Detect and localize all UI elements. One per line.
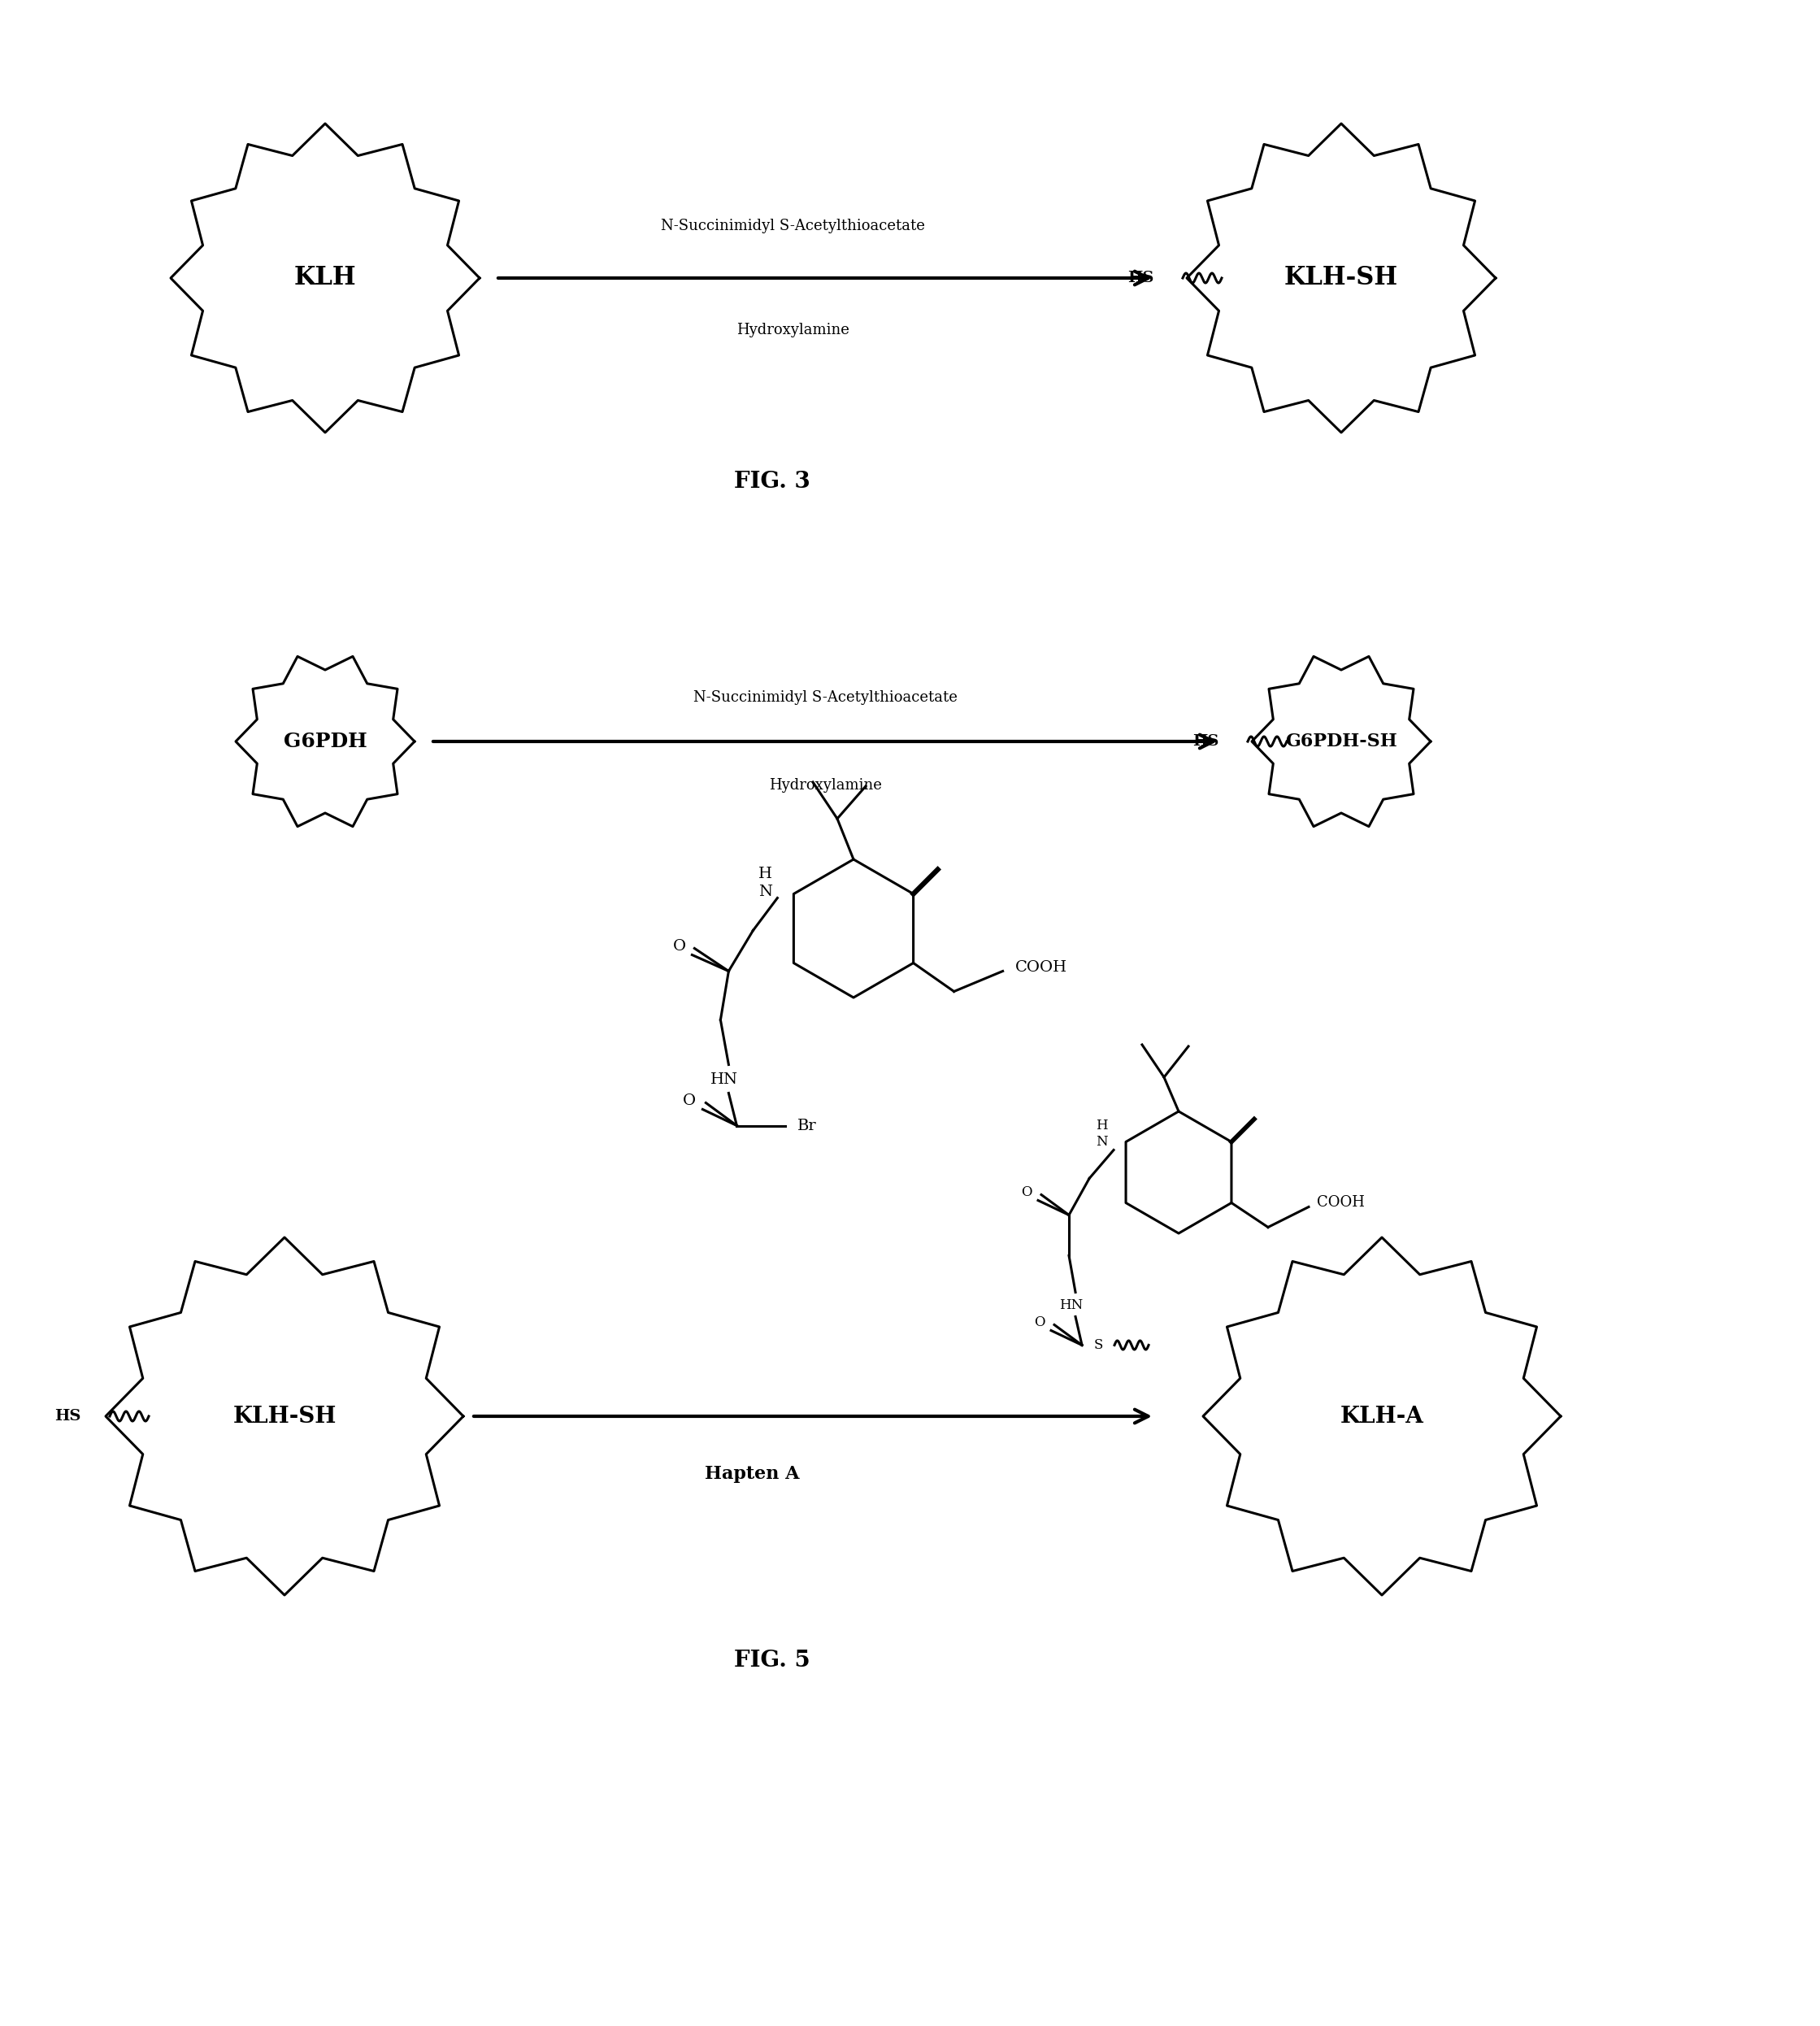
Text: N-Succinimidyl S-Acetylthioacetate: N-Succinimidyl S-Acetylthioacetate (693, 691, 957, 705)
Text: HS: HS (55, 1408, 82, 1424)
Text: KLH-SH: KLH-SH (233, 1406, 337, 1426)
Text: O: O (662, 1092, 673, 1106)
Text: H: H (759, 867, 772, 881)
Text: Br: Br (763, 1173, 779, 1187)
Text: O: O (682, 1094, 697, 1108)
Text: COOH: COOH (1016, 960, 1067, 975)
Text: HN: HN (1059, 1299, 1083, 1313)
Text: Hapten A: Hapten A (704, 1465, 799, 1483)
Text: O: O (1021, 1185, 1032, 1199)
Text: HN: HN (684, 1137, 710, 1151)
Text: FIG. 3: FIG. 3 (733, 470, 810, 492)
Text: FIG.4: FIG.4 (739, 877, 806, 900)
Text: HS: HS (1128, 271, 1154, 286)
Text: HS: HS (1192, 733, 1219, 750)
Text: Hydroxylamine: Hydroxylamine (768, 778, 881, 792)
Text: O: O (1034, 1315, 1045, 1329)
Text: COOH: COOH (974, 1092, 1021, 1106)
Text: O: O (673, 940, 686, 954)
Text: N-Succinimidyl S-Acetylthioacetate: N-Succinimidyl S-Acetylthioacetate (661, 219, 925, 233)
Text: FIG. 5: FIG. 5 (733, 1649, 810, 1671)
Text: N: N (759, 885, 772, 900)
Text: HN: HN (712, 1072, 739, 1088)
Text: O: O (659, 1165, 670, 1179)
Text: Hydroxylamine: Hydroxylamine (735, 322, 848, 338)
Text: KLH-SH: KLH-SH (1285, 265, 1398, 290)
Text: H: H (735, 1003, 748, 1017)
Bar (528, 847, 1138, 1295)
Text: KLH-A: KLH-A (1340, 1406, 1423, 1426)
Text: G6PDH-SH: G6PDH-SH (1285, 733, 1398, 750)
Text: Br: Br (797, 1118, 817, 1133)
Text: COOH: COOH (1318, 1195, 1365, 1210)
Text: H: H (1096, 1118, 1107, 1133)
Text: KLH: KLH (295, 265, 357, 290)
Text: N: N (735, 1033, 748, 1049)
Text: G6PDH: G6PDH (284, 731, 368, 752)
Text: S: S (1094, 1339, 1103, 1351)
Text: N: N (1096, 1135, 1107, 1149)
